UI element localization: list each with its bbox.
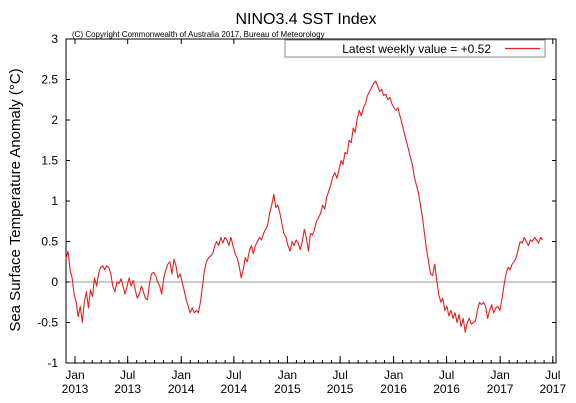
y-axis-label: Sea Surface Temperature Anomaly (°C)	[7, 68, 24, 331]
x-tick-label-month: Jan	[490, 368, 509, 382]
x-tick-label-year: 2017	[487, 382, 514, 396]
x-tick-label-month: Jan	[172, 368, 191, 382]
x-tick-label-year: 2016	[433, 382, 460, 396]
x-tick-label-year: 2014	[221, 382, 248, 396]
x-tick-label-month: Jul	[439, 368, 454, 382]
x-tick-label-year: 2016	[380, 382, 407, 396]
x-tick-label-month: Jan	[65, 368, 84, 382]
chart-title: NINO3.4 SST Index	[235, 11, 376, 28]
y-tick-label: 3	[51, 32, 58, 46]
y-tick-label: 2.5	[41, 73, 58, 87]
x-tick-label-year: 2015	[274, 382, 301, 396]
y-tick-label: -0.5	[37, 316, 58, 330]
y-tick-label: 2	[51, 113, 58, 127]
y-tick-label: 0	[51, 275, 58, 289]
x-tick-label-year: 2017	[539, 382, 566, 396]
series-line	[65, 80, 544, 333]
legend: Latest weekly value = +0.52	[284, 39, 546, 58]
x-tick-label-month: Jan	[278, 368, 297, 382]
y-axis-label-text: Sea Surface Temperature Anomaly (°C)	[7, 68, 24, 331]
y-tick-label: -1	[47, 356, 58, 370]
x-tick-label-month: Jul	[226, 368, 241, 382]
x-tick-label-month: Jan	[384, 368, 403, 382]
y-tick-label: 1	[51, 194, 58, 208]
x-tick-label-month: Jul	[332, 368, 347, 382]
legend-label: Latest weekly value = +0.52	[342, 42, 491, 56]
plot-frame	[65, 38, 557, 364]
legend-box	[284, 39, 546, 58]
x-tick-label-month: Jul	[545, 368, 560, 382]
chart-copyright: (C) Copyright Commonwealth of Australia …	[72, 30, 325, 39]
x-tick-label-year: 2013	[114, 382, 141, 396]
y-tick-label: 0.5	[41, 235, 58, 249]
y-tick-label: 1.5	[41, 154, 58, 168]
x-tick-label-year: 2013	[62, 382, 89, 396]
x-tick-label-year: 2014	[168, 382, 195, 396]
plot-area: -1-0.500.511.522.53Jan2013Jul2013Jan2014…	[37, 32, 566, 396]
x-tick-label-month: Jul	[120, 368, 135, 382]
x-tick-label-year: 2015	[327, 382, 354, 396]
